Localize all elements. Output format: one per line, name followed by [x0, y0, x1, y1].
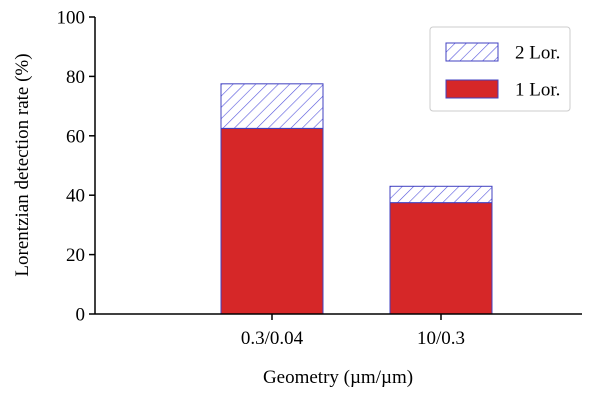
y-tick-label: 100 [57, 8, 86, 29]
legend-swatch-1-lor [445, 79, 499, 99]
axes [94, 17, 582, 315]
x-ticks: 0.3/0.04 10/0.3 [241, 314, 465, 349]
bar-2-lor-0-3-0-04 [220, 83, 324, 129]
x-tick-label: 0.3/0.04 [241, 328, 304, 349]
legend-swatch-2-lor [445, 42, 499, 62]
y-tick-label: 40 [66, 186, 85, 207]
x-tick-label: 10/0.3 [417, 328, 465, 349]
legend-label-2-lor: 2 Lor. [515, 43, 560, 64]
y-tick-label: 60 [66, 126, 85, 147]
y-tick-label: 20 [66, 245, 85, 266]
y-tick-label: 0 [76, 305, 86, 326]
bar-1-lor-0-3-0-04 [220, 127, 324, 315]
x-axis-label: Geometry (µm/µm) [263, 367, 413, 388]
bar-2-lor-10-0-3 [389, 185, 493, 204]
bars-layer [220, 83, 493, 315]
y-ticks: 0 20 40 60 80 100 [57, 8, 95, 326]
y-axis-label: Lorentzian detection rate (%) [12, 53, 33, 276]
legend-label-1-lor: 1 Lor. [515, 80, 560, 101]
y-tick-label: 80 [66, 67, 85, 88]
bar-1-lor-10-0-3 [389, 202, 493, 315]
legend: 2 Lor. 1 Lor. [429, 26, 571, 112]
